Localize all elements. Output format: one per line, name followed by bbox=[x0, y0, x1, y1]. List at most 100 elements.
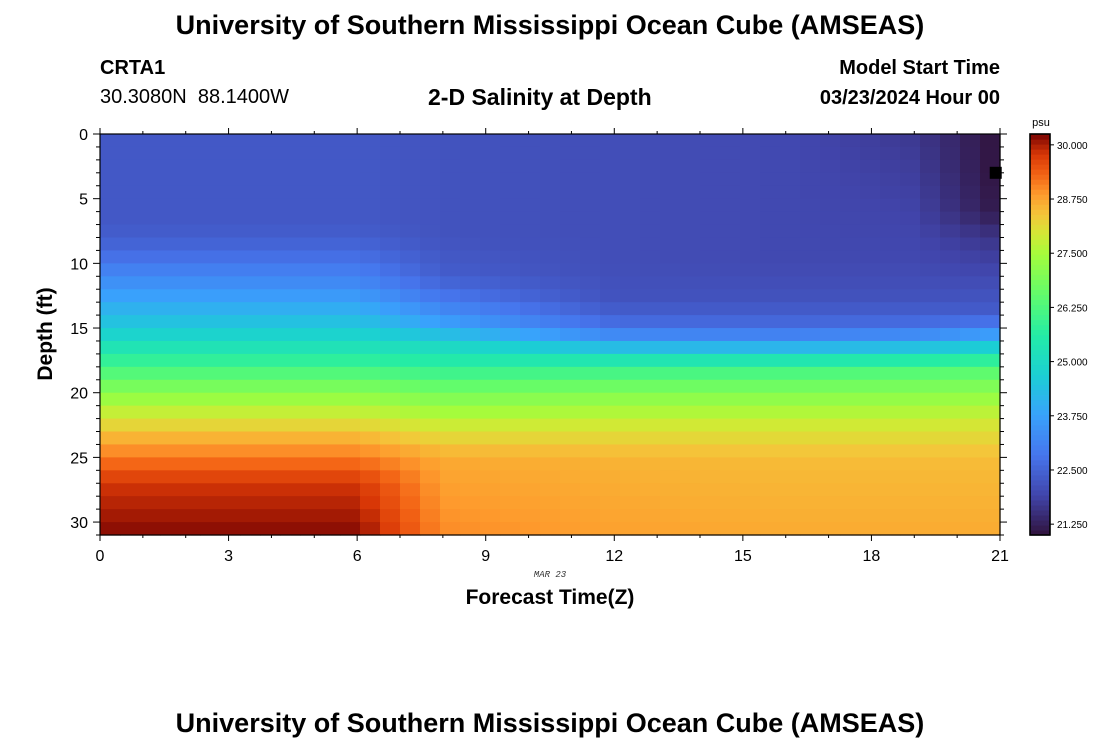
heatmap-cell bbox=[160, 172, 181, 187]
heatmap-cell bbox=[480, 328, 501, 342]
heatmap-cell bbox=[440, 340, 461, 355]
colorbar-segment bbox=[1030, 439, 1050, 446]
heatmap-cell bbox=[820, 405, 841, 420]
heatmap-cell bbox=[840, 263, 861, 277]
heatmap-cell bbox=[280, 198, 301, 213]
heatmap-cell bbox=[240, 211, 261, 226]
heatmap-cell bbox=[760, 392, 781, 407]
heatmap-cell bbox=[960, 185, 981, 200]
heatmap-cell bbox=[160, 250, 181, 264]
heatmap-cell bbox=[360, 185, 381, 200]
heatmap-cell bbox=[380, 172, 401, 187]
heatmap-cell bbox=[240, 405, 261, 420]
heatmap-cell bbox=[700, 224, 721, 239]
heatmap-cell bbox=[440, 159, 461, 174]
heatmap-cell bbox=[680, 366, 701, 381]
heatmap-cell bbox=[680, 263, 701, 277]
heatmap-cell bbox=[420, 146, 441, 161]
heatmap-cell bbox=[620, 237, 641, 252]
y-tick-label: 10 bbox=[70, 256, 88, 273]
heatmap-cell bbox=[460, 134, 481, 148]
heatmap-cell bbox=[900, 289, 921, 303]
heatmap-cell bbox=[500, 418, 521, 433]
heatmap-cell bbox=[740, 457, 761, 471]
heatmap-cell bbox=[460, 353, 481, 368]
colorbar-tick-label: 28.750 bbox=[1057, 195, 1088, 206]
colorbar-segment bbox=[1030, 434, 1050, 441]
date-annotation: MAR 23 bbox=[534, 570, 567, 580]
heatmap-cell bbox=[720, 263, 741, 277]
heatmap-cell bbox=[480, 224, 501, 239]
heatmap-cell bbox=[340, 237, 361, 252]
heatmap-cell bbox=[820, 315, 841, 329]
heatmap-cell bbox=[960, 340, 981, 355]
heatmap-cell bbox=[920, 185, 941, 200]
heatmap-cell bbox=[420, 470, 441, 484]
heatmap-cell bbox=[960, 496, 981, 510]
heatmap-cell bbox=[660, 328, 681, 342]
heatmap-cell bbox=[180, 198, 201, 213]
heatmap-cell bbox=[220, 340, 241, 355]
heatmap-cell bbox=[200, 250, 221, 264]
heatmap-cell bbox=[400, 263, 421, 277]
heatmap-cell bbox=[500, 328, 521, 342]
heatmap-cell bbox=[220, 328, 241, 342]
heatmap-cell bbox=[260, 509, 281, 523]
heatmap-cell bbox=[500, 185, 521, 200]
heatmap-cell bbox=[120, 159, 141, 174]
heatmap-cell bbox=[580, 366, 601, 381]
heatmap-cell bbox=[420, 250, 441, 264]
heatmap-cell bbox=[480, 289, 501, 303]
heatmap-cell bbox=[720, 340, 741, 355]
heatmap-cell bbox=[280, 224, 301, 239]
heatmap-cell bbox=[460, 379, 481, 394]
heatmap-cell bbox=[200, 172, 221, 187]
heatmap-cell bbox=[720, 405, 741, 420]
heatmap-cell bbox=[720, 289, 741, 303]
heatmap-cell bbox=[920, 522, 941, 536]
heatmap-cell bbox=[900, 392, 921, 407]
heatmap-cell bbox=[580, 392, 601, 407]
heatmap-cell bbox=[160, 159, 181, 174]
colorbar-tick-label: 23.750 bbox=[1057, 412, 1088, 423]
heatmap-cell bbox=[820, 211, 841, 226]
heatmap-cell bbox=[740, 522, 761, 536]
heatmap-cell bbox=[800, 366, 821, 381]
heatmap-cell bbox=[320, 211, 341, 226]
heatmap-cell bbox=[760, 366, 781, 381]
heatmap-cell bbox=[180, 457, 201, 471]
heatmap-cell bbox=[680, 159, 701, 174]
heatmap-cell bbox=[560, 509, 581, 523]
colorbar-segment bbox=[1030, 189, 1050, 195]
heatmap-cell bbox=[440, 315, 461, 329]
colorbar-unit: psu bbox=[1032, 117, 1050, 129]
heatmap-cell bbox=[160, 405, 181, 420]
heatmap-cell bbox=[720, 328, 741, 342]
heatmap-cell bbox=[720, 172, 741, 187]
heatmap-cell bbox=[420, 496, 441, 510]
heatmap-cell bbox=[800, 289, 821, 303]
heatmap-cell bbox=[300, 328, 321, 342]
heatmap-cell bbox=[260, 263, 281, 277]
heatmap-cell bbox=[280, 159, 301, 174]
heatmap-cell bbox=[800, 263, 821, 277]
heatmap-cell bbox=[120, 444, 141, 458]
heatmap-cell bbox=[300, 185, 321, 200]
heatmap-cell bbox=[240, 276, 261, 290]
heatmap-cell bbox=[200, 276, 221, 290]
colorbar-segment bbox=[1030, 154, 1050, 160]
heatmap-cell bbox=[460, 263, 481, 277]
heatmap-cell bbox=[840, 302, 861, 316]
heatmap-cell bbox=[140, 289, 161, 303]
heatmap-cell bbox=[220, 198, 241, 213]
heatmap-cell bbox=[460, 276, 481, 290]
heatmap-cell bbox=[960, 237, 981, 252]
colorbar-segment bbox=[1030, 414, 1050, 421]
heatmap-cell bbox=[800, 340, 821, 355]
heatmap-cell bbox=[120, 276, 141, 290]
heatmap-cell bbox=[380, 134, 401, 148]
heatmap-cell bbox=[220, 211, 241, 226]
heatmap-cell bbox=[260, 496, 281, 510]
heatmap-cell bbox=[480, 366, 501, 381]
heatmap-cell bbox=[160, 134, 181, 148]
